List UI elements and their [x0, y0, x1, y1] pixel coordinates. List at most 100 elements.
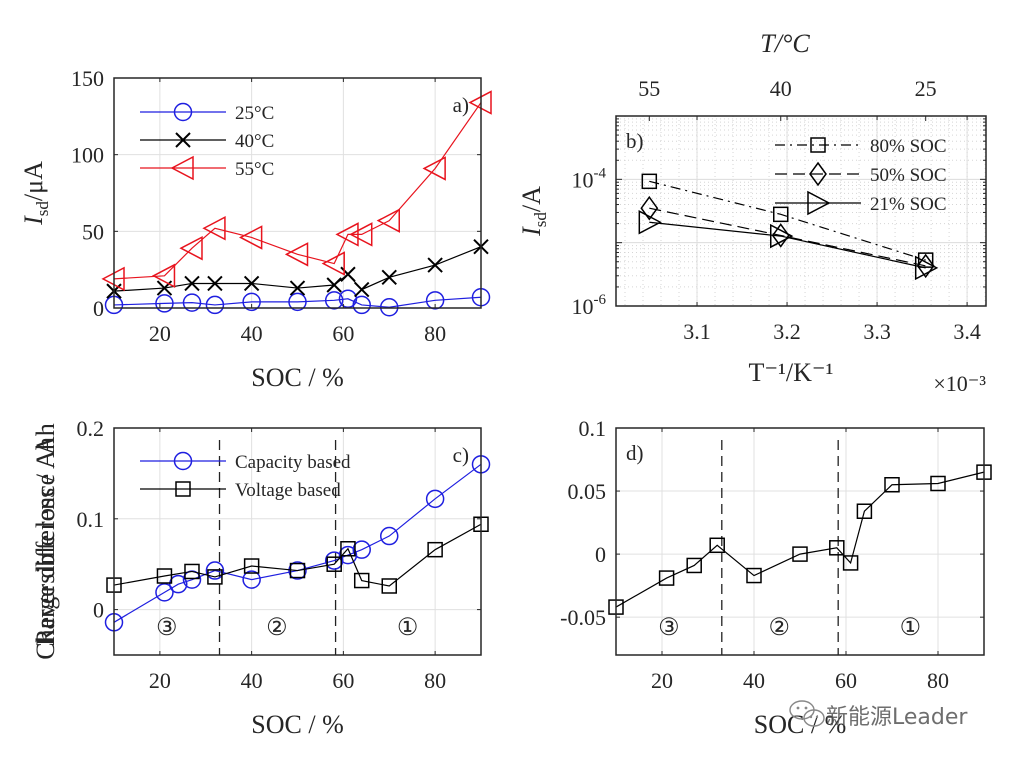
- data-point: [884, 477, 900, 493]
- legend-label: 50% SOC: [870, 165, 947, 186]
- series-line: [649, 180, 926, 261]
- y-axis-label: Isd/μA: [19, 161, 52, 226]
- data-point: [289, 280, 306, 296]
- y-tick-label: 50: [82, 219, 104, 244]
- x-tick-label: 60: [835, 668, 857, 693]
- data-point: [422, 156, 446, 181]
- data-point: [242, 292, 261, 312]
- data-point: [376, 208, 400, 233]
- data-point: [856, 503, 873, 519]
- legend-marker: [173, 102, 193, 122]
- data-point: [340, 541, 356, 557]
- data-point: [326, 277, 342, 293]
- x-tick-label: 3.1: [683, 319, 711, 344]
- data-point: [340, 266, 356, 282]
- data-point: [380, 297, 399, 317]
- data-point: [686, 557, 702, 574]
- x-tick-label: 80: [424, 321, 446, 346]
- series-line: [113, 523, 482, 587]
- data-point: [184, 275, 200, 292]
- data-point: [746, 567, 762, 584]
- data-point: [324, 551, 344, 570]
- legend-marker: [807, 190, 831, 216]
- region-label: ②: [266, 613, 288, 641]
- top-x-axis-label: T/°C: [760, 29, 810, 58]
- legend-label: Capacity based: [235, 452, 351, 473]
- data-point: [709, 537, 725, 554]
- data-point: [179, 235, 203, 261]
- y-axis-label: Charge difference / Ah: [31, 423, 60, 660]
- top-x-tick-label: 55: [638, 76, 660, 101]
- series-charge-difference: [608, 464, 992, 615]
- legend-item: Capacity based: [140, 451, 351, 473]
- y-tick-label: -0.05: [560, 605, 606, 630]
- y-tick-label: 0: [595, 542, 606, 567]
- x-axis-label: T⁻¹/K⁻¹: [749, 358, 834, 387]
- x-tick-label: 80: [927, 668, 949, 693]
- data-point: [205, 561, 225, 580]
- panel-label: b): [626, 129, 644, 153]
- x-tick-label: 40: [241, 321, 263, 346]
- top-x-tick-label: 25: [915, 76, 937, 101]
- data-point: [182, 293, 202, 312]
- legend: Capacity based Voltage based: [140, 451, 351, 501]
- legend-label: 40°C: [235, 131, 274, 152]
- series-50-soc: [640, 195, 935, 279]
- panel-label: d): [626, 441, 644, 465]
- data-point: [243, 275, 260, 292]
- region-label: ①: [397, 613, 419, 641]
- data-point: [842, 555, 859, 571]
- data-point: [930, 475, 946, 492]
- y-tick-label: 0: [93, 296, 104, 321]
- legend-item: 50% SOC: [775, 161, 947, 187]
- x-tick-label: 60: [332, 321, 354, 346]
- y-tick-label: 10-6: [572, 292, 607, 319]
- legend-item: 21% SOC: [775, 190, 947, 216]
- data-point: [916, 253, 935, 279]
- data-point: [771, 223, 790, 248]
- data-point: [381, 269, 397, 286]
- series-55-c: [101, 90, 492, 292]
- data-point: [205, 295, 225, 315]
- legend-marker: [809, 161, 827, 187]
- x-tick-label: 20: [149, 321, 171, 346]
- series-line: [113, 296, 482, 308]
- data-point: [353, 572, 370, 589]
- watermark-text: 新能源Leader: [826, 705, 968, 730]
- grid: [616, 116, 986, 306]
- data-point: [156, 568, 173, 584]
- x-tick-label: 80: [424, 668, 446, 693]
- legend-item: Voltage based: [140, 480, 341, 501]
- axes-box: [615, 427, 985, 656]
- x-tick-label: 60: [332, 668, 354, 693]
- y-tick-label: 0.1: [579, 416, 607, 441]
- data-point: [239, 225, 263, 250]
- legend-marker: [173, 451, 193, 471]
- legend: 25°C 40°C 55°C: [140, 102, 274, 181]
- x-tick-label: 20: [651, 668, 673, 693]
- watermark: 新能源Leader: [789, 700, 968, 730]
- legend-label: Voltage based: [235, 480, 341, 501]
- series-line: [649, 207, 926, 267]
- data-point: [207, 569, 223, 585]
- data-point: [427, 541, 443, 558]
- series-voltage-based: [106, 516, 489, 594]
- region-label: ①: [900, 613, 922, 641]
- data-point: [425, 291, 445, 310]
- series-line: [615, 471, 985, 608]
- region-label: ③: [658, 613, 680, 641]
- data-point: [349, 222, 373, 247]
- data-point: [425, 489, 445, 509]
- legend-item: 80% SOC: [775, 136, 947, 157]
- data-point: [155, 583, 174, 602]
- data-point: [151, 263, 176, 289]
- x-axis-label: SOC / %: [251, 710, 343, 739]
- data-point: [427, 257, 443, 273]
- data-point: [658, 570, 675, 586]
- data-point: [321, 251, 345, 276]
- series-21-soc: [638, 210, 939, 281]
- legend-marker: [175, 481, 191, 497]
- panel-d: ③ ② ① 20 40 60 80 -0.05 0 0.05 0.1 SOC / % Charge di…: [31, 416, 992, 739]
- legend-marker: [170, 155, 194, 181]
